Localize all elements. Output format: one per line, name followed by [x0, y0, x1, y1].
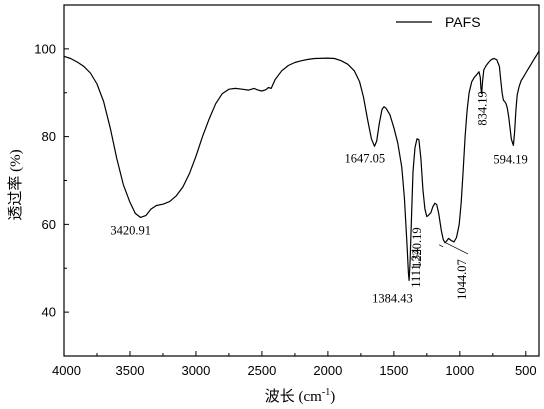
y-tick-label: 40	[42, 305, 56, 320]
x-tick-label: 1000	[445, 363, 474, 378]
x-axis-title: 波长 (cm-1)	[265, 387, 335, 405]
x-tick-label: 2000	[313, 363, 342, 378]
peak-label: 1220.19	[410, 227, 424, 268]
peak-label: 834.19	[476, 91, 490, 125]
peak-label: 594.19	[493, 152, 527, 166]
y-axis-title: 透过率 (%)	[7, 149, 24, 220]
plot-frame	[63, 4, 540, 357]
peak-label: 1384.43	[372, 292, 413, 306]
x-tick-label: 2500	[247, 363, 276, 378]
axis-ticks	[63, 4, 527, 357]
x-tick-label: 4000	[52, 363, 81, 378]
x-tick-label: 1500	[379, 363, 408, 378]
legend: PAFS	[396, 14, 481, 30]
y-tick-label: 60	[42, 217, 56, 232]
x-tick-label: 3500	[116, 363, 145, 378]
peak-label: 1647.05	[344, 151, 385, 165]
peak-label: 1111.34	[409, 248, 423, 288]
leader-line	[438, 244, 444, 248]
y-tick-label: 100	[34, 41, 56, 56]
annotation-leader-lines	[438, 242, 469, 255]
leader-line	[445, 242, 469, 255]
x-tick-label: 3000	[181, 363, 210, 378]
peak-label: 3420.91	[110, 223, 151, 237]
legend-label: PAFS	[445, 14, 481, 30]
x-tick-label: 500	[515, 363, 537, 378]
series-line-pafs	[63, 50, 540, 282]
axis-tick-labels: 4000 3500 3000 2500 2000 1500 1000 500 40 60 80 100	[34, 41, 536, 378]
y-tick-label: 80	[42, 129, 56, 144]
peak-label: 1044.07	[455, 259, 469, 300]
